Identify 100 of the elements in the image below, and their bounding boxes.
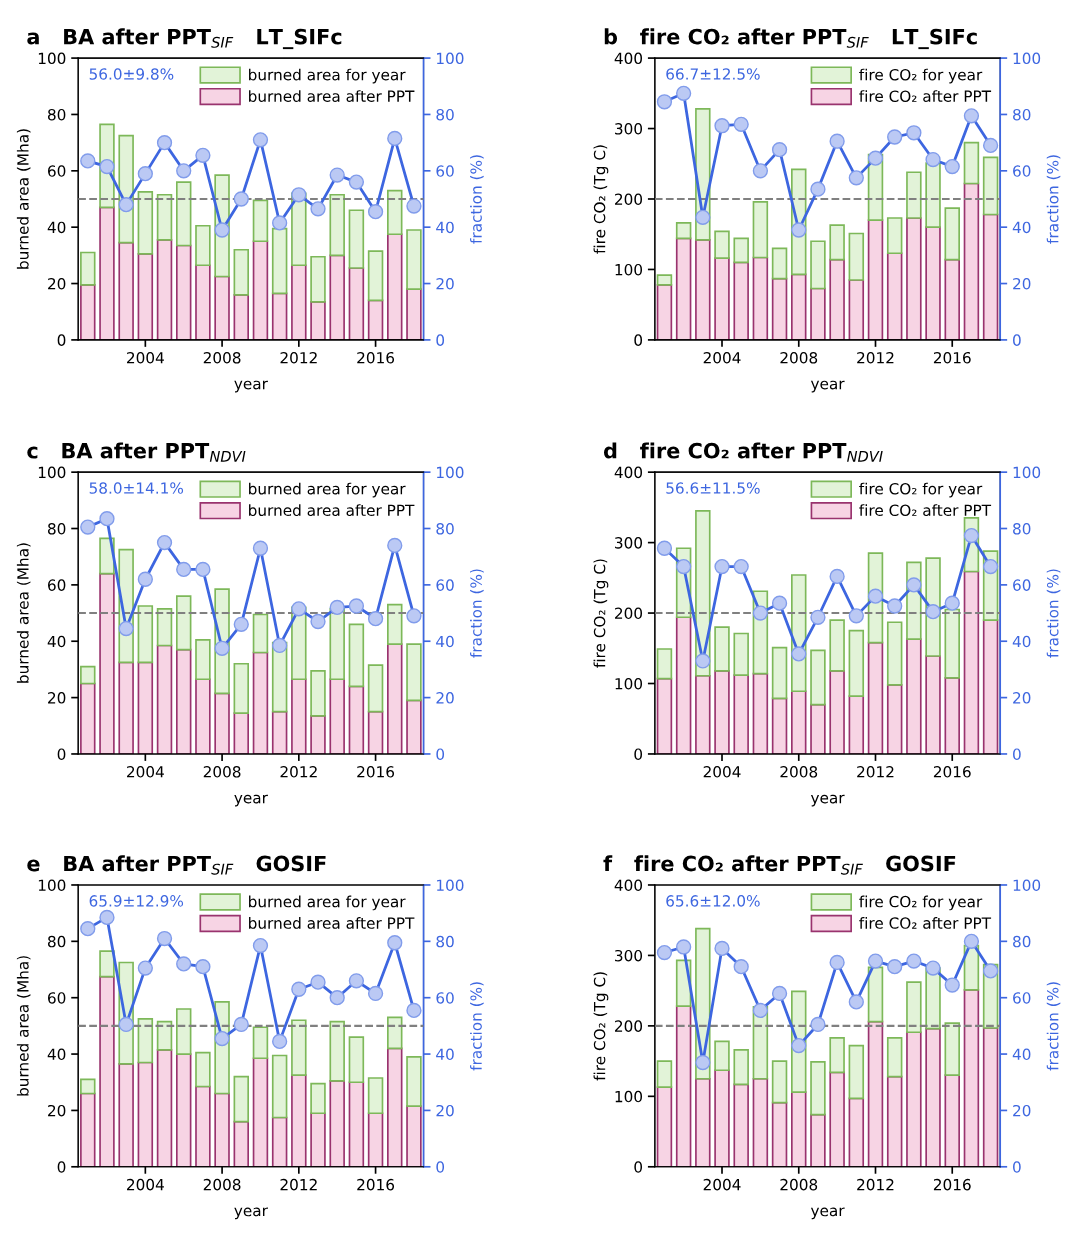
y-tick-label: 0 xyxy=(634,748,643,760)
annotation: 56.0±9.8% xyxy=(89,68,174,80)
y2-axis-title: fraction (%) xyxy=(470,982,484,1071)
bar xyxy=(944,207,960,261)
bar xyxy=(80,284,96,340)
y2-tick-label: 40 xyxy=(1012,221,1031,234)
y2-tick-label: 0 xyxy=(436,748,445,760)
bar xyxy=(675,237,692,340)
bar xyxy=(944,677,960,754)
bar xyxy=(156,607,173,647)
y2-tick-label: 60 xyxy=(436,579,454,591)
bar xyxy=(675,222,692,240)
bar xyxy=(118,1063,134,1167)
bar xyxy=(656,1086,673,1167)
bar xyxy=(367,250,384,302)
legend-label: burned area after PPT xyxy=(249,90,415,102)
y2-tick-label: 20 xyxy=(1013,278,1031,290)
bar xyxy=(733,674,749,754)
x-tick-label: 2012 xyxy=(280,351,317,364)
legend-label: fire CO₂ after PPT xyxy=(859,504,992,517)
bar xyxy=(80,1092,96,1167)
bar xyxy=(99,950,115,978)
y-tick-label: 100 xyxy=(38,52,66,65)
bar xyxy=(982,619,999,754)
bar xyxy=(195,224,211,267)
bar xyxy=(810,703,826,754)
bar xyxy=(848,1044,865,1100)
y2-tick-label: 60 xyxy=(436,992,454,1004)
y-tick-label: 0 xyxy=(634,1161,643,1173)
bar xyxy=(656,274,673,286)
x-tick-label: 2004 xyxy=(703,766,741,778)
bar xyxy=(886,1075,903,1167)
y2-tick-label: 0 xyxy=(1013,748,1021,760)
x-tick-label: 2008 xyxy=(780,1178,818,1191)
y2-tick-label: 0 xyxy=(436,1161,445,1173)
bar xyxy=(944,1074,960,1167)
bar xyxy=(137,253,154,340)
bar xyxy=(810,287,826,340)
bar xyxy=(291,264,307,340)
x-tick-label: 2012 xyxy=(280,1178,317,1191)
bar xyxy=(848,279,865,340)
bar xyxy=(906,981,922,1034)
bar xyxy=(348,623,365,688)
bar xyxy=(156,193,173,241)
bar xyxy=(829,224,845,261)
bar xyxy=(695,674,711,754)
bar xyxy=(848,695,865,754)
annotation: 65.6±12.0% xyxy=(666,895,760,907)
legend-label: burned area for year xyxy=(249,482,406,498)
bar xyxy=(771,1101,788,1167)
bar xyxy=(310,715,326,754)
bar xyxy=(810,1060,826,1116)
legend-label: burned area for year xyxy=(249,895,406,911)
bar xyxy=(310,669,326,717)
bar xyxy=(848,629,865,698)
y-tick-label: 0 xyxy=(634,334,643,346)
bar xyxy=(175,181,192,247)
bar xyxy=(137,1017,154,1064)
bar xyxy=(175,648,192,754)
bar xyxy=(291,678,307,754)
bar xyxy=(906,1031,922,1167)
bar xyxy=(656,284,673,340)
y2-tick-label: 100 xyxy=(1013,466,1041,479)
y2-tick-label: 20 xyxy=(1013,1104,1031,1117)
y-tick-label: 100 xyxy=(615,1090,643,1103)
bar xyxy=(982,156,999,216)
bar xyxy=(925,226,941,340)
annotation: 66.7±12.5% xyxy=(666,68,760,80)
bar xyxy=(733,261,749,340)
bar xyxy=(252,1057,269,1167)
bar xyxy=(771,247,788,280)
x-tick-label: 2004 xyxy=(127,1178,164,1191)
bar xyxy=(944,1022,960,1077)
x-tick-label: 2008 xyxy=(780,766,818,778)
bar xyxy=(982,1027,999,1167)
bar xyxy=(406,288,422,340)
x-tick-label: 2016 xyxy=(357,351,395,364)
bar xyxy=(406,643,422,702)
bar xyxy=(387,603,403,645)
y-tick-label: 200 xyxy=(615,193,643,206)
y2-tick-label: 80 xyxy=(436,522,454,535)
bar xyxy=(406,1056,422,1108)
bar xyxy=(963,141,980,185)
bar xyxy=(810,240,826,290)
y2-tick-label: 60 xyxy=(1013,165,1031,177)
bar xyxy=(387,233,403,340)
bar xyxy=(982,213,999,340)
bar xyxy=(387,1047,403,1167)
bar xyxy=(906,171,922,219)
x-tick-label: 2008 xyxy=(780,351,818,364)
bar xyxy=(829,258,845,340)
bar xyxy=(771,646,788,700)
bar xyxy=(118,241,134,340)
x-tick-label: 2004 xyxy=(703,351,741,364)
x-tick-label: 2008 xyxy=(203,351,241,364)
bar xyxy=(195,678,211,754)
x-axis-title: year xyxy=(234,1207,268,1220)
bar xyxy=(848,232,865,281)
x-tick-label: 2004 xyxy=(127,351,164,364)
bar xyxy=(137,605,154,664)
